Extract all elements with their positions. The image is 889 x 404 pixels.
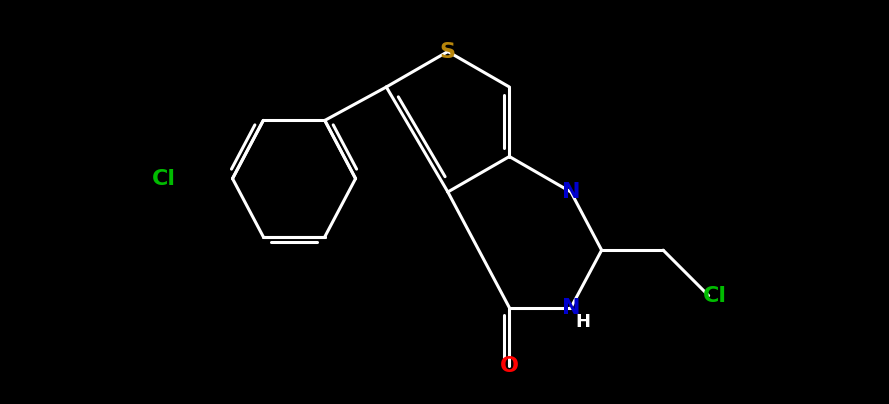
Text: N: N bbox=[562, 182, 581, 202]
Text: S: S bbox=[440, 42, 456, 61]
Text: N: N bbox=[562, 298, 581, 318]
Text: Cl: Cl bbox=[152, 168, 176, 189]
Text: O: O bbox=[500, 356, 519, 376]
Text: Cl: Cl bbox=[703, 286, 727, 305]
Text: H: H bbox=[575, 314, 590, 331]
